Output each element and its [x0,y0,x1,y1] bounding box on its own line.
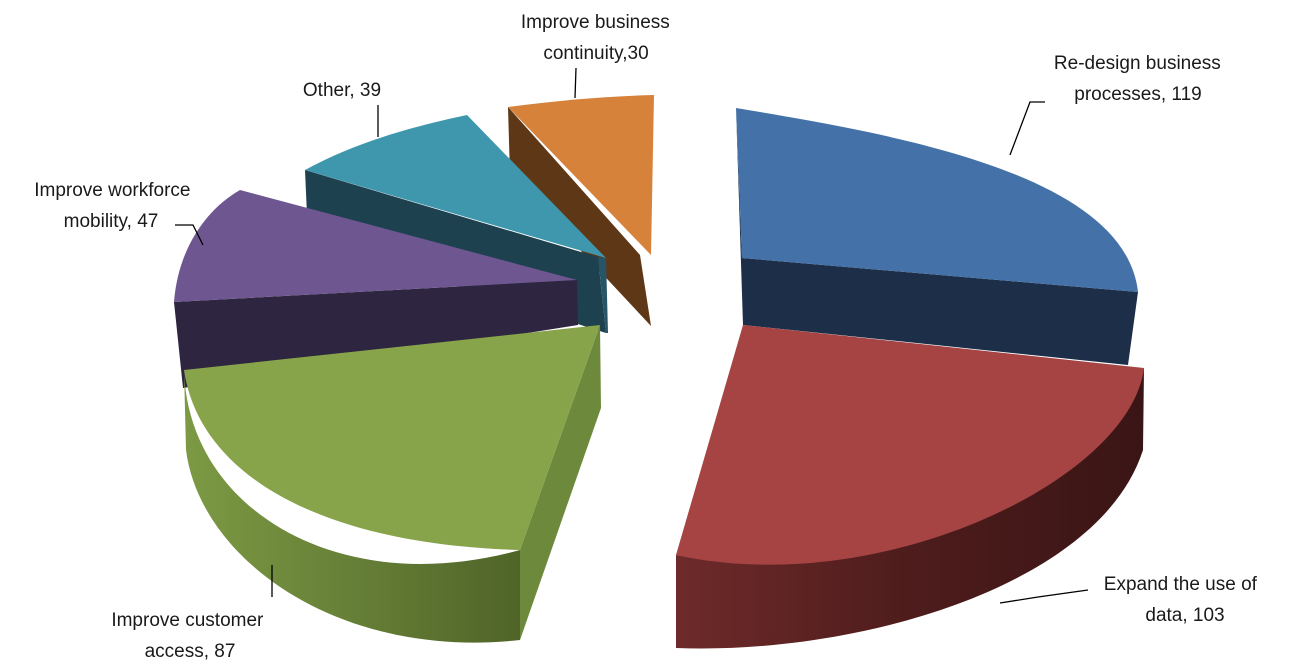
label-redesign-line1: Re-design business [1054,53,1221,74]
slice-top-blue [736,108,1138,292]
label-other: Other, 39 [303,80,381,101]
slice-side-blue [736,108,1138,365]
label-continuity-line1: Improve business [521,12,670,33]
label-other-line1: Other, 39 [303,80,381,101]
label-continuity: Improve business continuity,30 [521,12,675,64]
slice-top-purple [174,190,577,302]
leader-redesign [1009,101,1045,156]
slice-side-red [676,368,1144,649]
leader-expand [999,589,1089,604]
leader-workforce [175,224,204,246]
leader-continuity [574,67,577,99]
label-customer-line1: Improve customer [111,610,264,631]
label-expand-line1: Expand the use of [1104,574,1258,595]
slice-side-green-right [520,325,601,640]
slice-top-teal [305,115,606,258]
slice-top-red [676,325,1144,565]
slice-top-green [184,325,600,550]
slice-side-green [184,370,520,643]
label-expand-line2: data, 103 [1145,605,1224,626]
slice-side-orange [508,107,651,326]
label-workforce-line1: Improve workforce [34,180,190,201]
slice-top-orange [508,95,654,255]
right-edge-mask [1283,560,1291,630]
slice-side-teal-right [598,257,608,333]
label-workforce-line2: mobility, 47 [64,211,159,232]
label-redesign-line2: processes, 119 [1074,84,1201,105]
label-redesign: Re-design business processes, 119 [1054,53,1226,105]
label-workforce: Improve workforce mobility, 47 [34,180,196,232]
label-continuity-line2: continuity,30 [543,43,648,64]
label-customer: Improve customer access, 87 [111,610,268,662]
label-expand: Expand the use of data, 103 [1104,574,1262,626]
label-customer-line2: access, 87 [145,641,236,662]
